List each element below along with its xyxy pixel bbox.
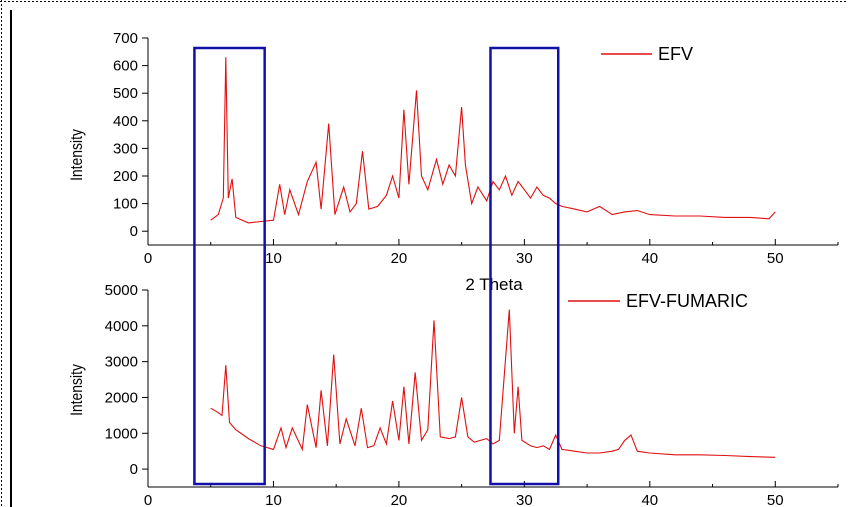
- highlight-box-1: [193, 46, 266, 486]
- legend-label-efv: EFV: [658, 44, 693, 64]
- bottom-y-tick-label: 4000: [105, 318, 138, 335]
- top-x-tick-label: 40: [641, 250, 658, 267]
- legend: EFV: [601, 44, 693, 64]
- legend-label-efv-fumaric: EFV-FUMARIC: [626, 291, 748, 311]
- top-x-tick-label: 0: [144, 250, 152, 267]
- top-x-tick-label: 10: [265, 250, 282, 267]
- efv-pattern-panel: 0 100 200 300 400 500 600 700 0 10 20 30 40 50 Inten…: [68, 30, 839, 294]
- top-y-axis-label: Intensity: [68, 129, 87, 181]
- bottom-x-tick-label: 10: [265, 492, 282, 507]
- top-y-tick-label: 100: [113, 196, 138, 213]
- bottom-x-tick-label: 50: [767, 492, 784, 507]
- bottom-x-tick-label: 20: [391, 492, 408, 507]
- bottom-y-tick-label: 5000: [105, 282, 138, 299]
- efv-series-line: [210, 57, 776, 224]
- efv-fumaric-pattern-panel: 0 1000 2000 3000 4000 5000 0 10 20 30 40 50 Intens…: [68, 282, 839, 507]
- x-axis-label: 2 Theta: [465, 275, 523, 294]
- bottom-y-tick-label: 2000: [105, 389, 138, 406]
- bottom-x-tick-label: 30: [516, 492, 533, 507]
- bottom-y-tick-label: 1000: [105, 425, 138, 442]
- top-x-tick-label: 30: [516, 250, 533, 267]
- top-x-tick-label: 20: [391, 250, 408, 267]
- efv-fumaric-series-line: [210, 309, 776, 458]
- top-y-tick-label: 500: [113, 85, 138, 102]
- top-y-tick-label: 300: [113, 140, 138, 157]
- top-y-tick-label: 400: [113, 113, 138, 130]
- top-y-tick-label: 0: [130, 223, 138, 240]
- bottom-x-tick-label: 40: [641, 492, 658, 507]
- top-y-tick-label: 700: [113, 30, 138, 47]
- top-y-tick-label: 600: [113, 58, 138, 75]
- bottom-y-axis-label: Intensity: [68, 364, 87, 416]
- bottom-y-tick-label: 3000: [105, 354, 138, 371]
- top-x-tick-label: 50: [767, 250, 784, 267]
- legend: EFV-FUMARIC: [568, 291, 748, 311]
- top-y-tick-label: 200: [113, 168, 138, 185]
- highlight-box-2: [489, 46, 560, 486]
- bottom-y-tick-label: 0: [130, 461, 138, 478]
- bottom-x-tick-label: 0: [144, 492, 152, 507]
- highlight-regions: [193, 46, 560, 486]
